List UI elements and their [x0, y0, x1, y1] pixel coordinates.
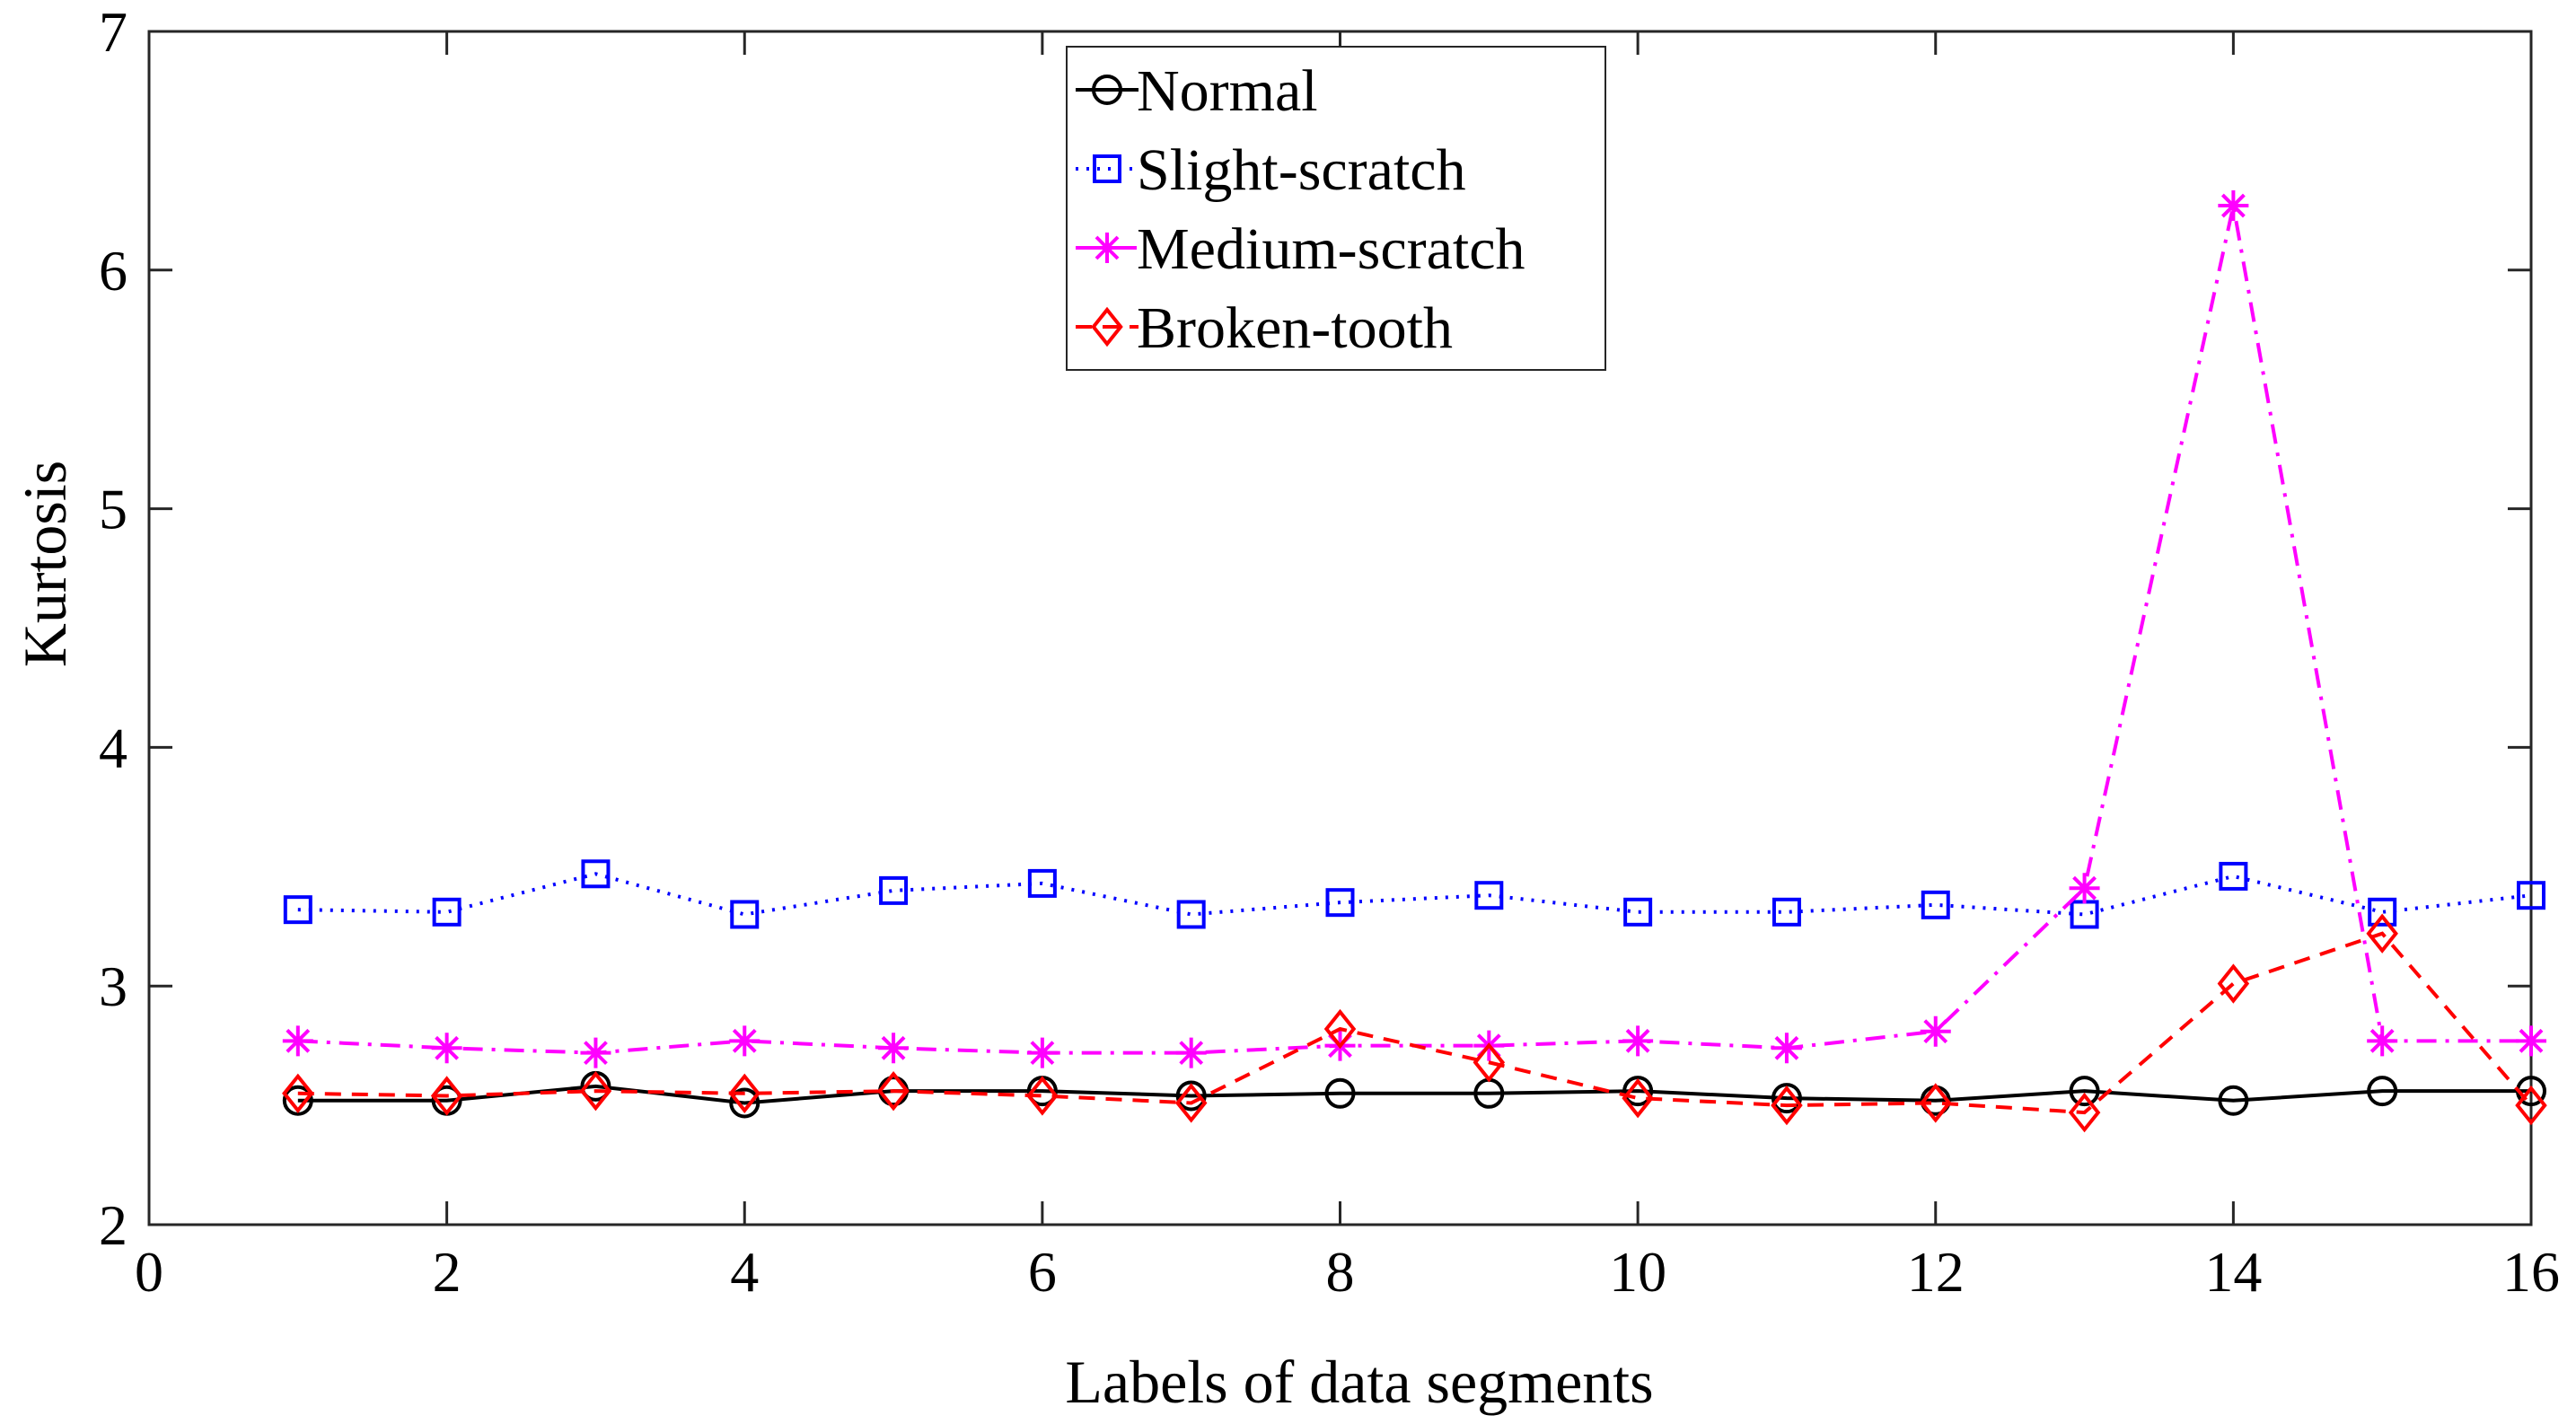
series-broken-tooth: [282, 913, 2547, 1133]
data-point-broken-tooth: [1323, 1008, 1357, 1050]
data-point-broken-tooth: [579, 1070, 612, 1112]
y-tick-label: 6: [99, 239, 127, 303]
x-axis-ticks: 0 2 4 6 8 10 12 14 16: [135, 31, 2560, 1304]
data-point-broken-tooth: [1026, 1076, 1059, 1116]
data-point-slight-scratch: [2517, 881, 2545, 910]
data-point-medium-scratch: [2069, 873, 2100, 904]
data-point-slight-scratch: [581, 859, 611, 889]
legend-box: [1066, 46, 1606, 371]
data-point-broken-tooth: [430, 1076, 463, 1116]
data-point-broken-tooth: [728, 1073, 761, 1114]
x-tick-label: 10: [1609, 1240, 1666, 1304]
data-point-slight-scratch: [1176, 900, 1206, 929]
data-point-broken-tooth: [2366, 913, 2398, 954]
data-point-broken-tooth: [1174, 1083, 1208, 1123]
x-tick-label: 6: [1028, 1240, 1057, 1304]
data-point-slight-scratch: [1474, 881, 1504, 910]
data-point-medium-scratch: [2516, 1025, 2546, 1057]
data-point-slight-scratch: [730, 900, 760, 929]
legend-marker-slight-scratch: [1093, 154, 1121, 183]
legend-label-normal: Normal: [1137, 58, 1318, 124]
y-tick-label: 2: [99, 1193, 127, 1257]
x-tick-label: 0: [135, 1240, 163, 1304]
data-point-broken-tooth: [2217, 963, 2250, 1004]
data-point-medium-scratch: [1175, 1037, 1207, 1068]
y-axis-title: Kurtosis: [11, 461, 79, 667]
data-point-normal: [2069, 1076, 2100, 1107]
data-point-normal: [1622, 1076, 1654, 1107]
data-point-broken-tooth: [1771, 1085, 1803, 1126]
data-point-broken-tooth: [877, 1070, 910, 1112]
legend-marker-broken-tooth: [1091, 306, 1123, 347]
data-point-normal: [282, 1085, 313, 1116]
data-point-medium-scratch: [878, 1033, 910, 1064]
y-axis-ticks: 2 3 4 5 6 7: [99, 0, 2531, 1257]
series-line-slight-scratch: [297, 872, 2532, 917]
data-point-slight-scratch: [1325, 888, 1355, 918]
x-tick-label: 12: [1907, 1240, 1965, 1304]
y-tick-label: 4: [99, 716, 127, 779]
data-point-medium-scratch: [1771, 1033, 1802, 1064]
series-slight-scratch: [283, 859, 2545, 929]
data-point-medium-scratch: [729, 1025, 760, 1057]
data-point-medium-scratch: [282, 1025, 313, 1057]
data-point-medium-scratch: [580, 1037, 611, 1068]
data-point-medium-scratch: [1622, 1025, 1654, 1057]
series-line-broken-tooth: [297, 931, 2533, 1115]
x-tick-label: 8: [1326, 1240, 1355, 1304]
data-point-broken-tooth: [1473, 1042, 1506, 1083]
data-point-medium-scratch: [1026, 1037, 1058, 1068]
legend-item-slight-scratch: Slight-scratch: [1076, 137, 1466, 203]
legend-marker-normal: [1092, 75, 1122, 105]
data-point-normal: [1771, 1083, 1802, 1114]
legend: Normal Slight-scratch Medium-scratch Broken…: [1066, 46, 1606, 371]
data-point-slight-scratch: [2070, 900, 2099, 929]
legend-label-slight-scratch: Slight-scratch: [1137, 137, 1466, 203]
y-tick-label: 7: [99, 0, 127, 64]
x-axis-title: Labels of data segments: [1065, 1348, 1653, 1416]
data-point-slight-scratch: [432, 897, 462, 927]
data-point-normal: [1324, 1077, 1356, 1109]
data-point-normal: [1175, 1080, 1207, 1112]
legend-label-medium-scratch: Medium-scratch: [1137, 216, 1525, 282]
data-point-normal: [2367, 1076, 2398, 1107]
series-normal: [282, 1070, 2546, 1119]
x-tick-label: 14: [2204, 1240, 2262, 1304]
data-point-normal: [729, 1087, 760, 1119]
data-point-slight-scratch: [879, 875, 909, 905]
data-point-slight-scratch: [1772, 897, 1801, 927]
x-tick-label: 2: [433, 1240, 462, 1304]
data-point-medium-scratch: [2218, 190, 2249, 222]
data-point-broken-tooth: [1622, 1077, 1654, 1119]
data-point-medium-scratch: [2367, 1025, 2398, 1057]
data-point-medium-scratch: [1920, 1015, 1951, 1047]
legend-item-medium-scratch: Medium-scratch: [1076, 216, 1525, 282]
data-point-broken-tooth: [282, 1073, 314, 1114]
data-point-broken-tooth: [1919, 1083, 1952, 1123]
data-point-slight-scratch: [1027, 868, 1057, 898]
data-point-normal: [2218, 1085, 2249, 1116]
series-layer: [282, 190, 2547, 1133]
data-point-slight-scratch: [283, 895, 312, 925]
x-tick-label: 4: [730, 1240, 759, 1304]
legend-label-broken-tooth: Broken-tooth: [1137, 295, 1453, 361]
series-line-normal: [297, 1084, 2531, 1105]
data-point-slight-scratch: [1623, 897, 1653, 927]
legend-item-normal: Normal: [1076, 58, 1318, 124]
y-tick-label: 3: [99, 954, 127, 1018]
data-point-broken-tooth: [2068, 1092, 2101, 1133]
data-point-slight-scratch: [1921, 890, 1950, 919]
legend-marker-medium-scratch: [1092, 233, 1122, 263]
x-tick-label: 16: [2502, 1240, 2560, 1304]
data-point-slight-scratch: [2368, 897, 2397, 927]
data-point-broken-tooth: [2515, 1085, 2547, 1126]
y-tick-label: 5: [99, 478, 127, 541]
legend-item-broken-tooth: Broken-tooth: [1076, 295, 1453, 361]
data-point-medium-scratch: [431, 1033, 462, 1064]
data-point-slight-scratch: [2219, 861, 2248, 891]
